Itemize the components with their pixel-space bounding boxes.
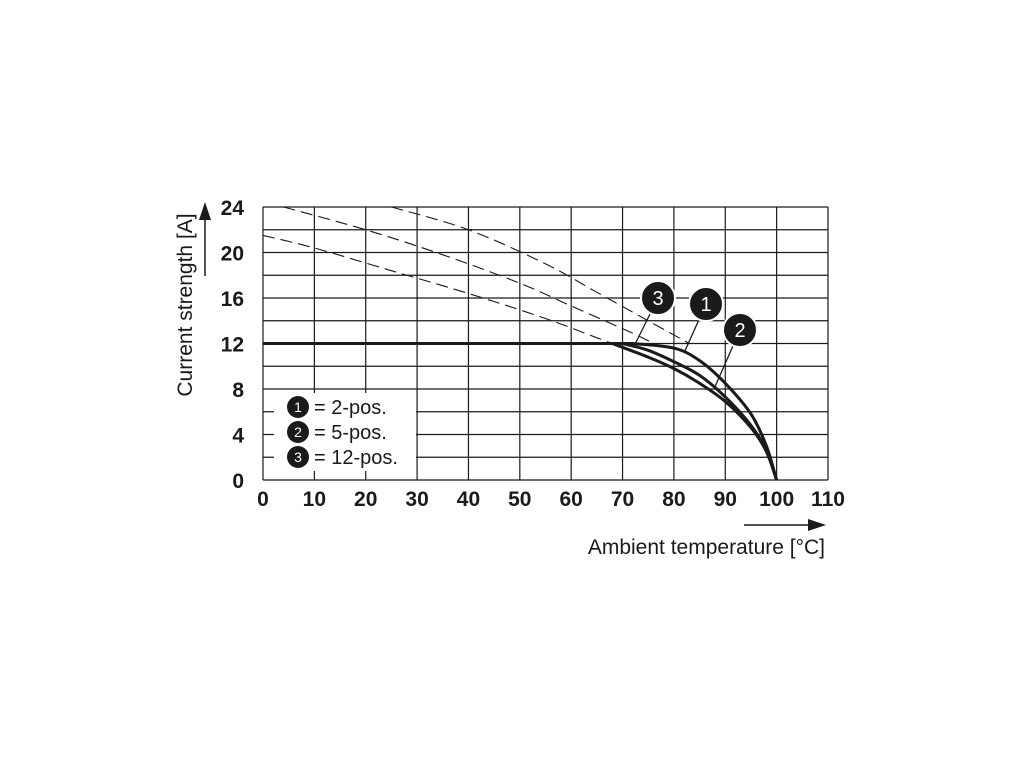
chart-grid	[262, 206, 829, 481]
x-tick-label: 50	[508, 488, 531, 511]
callout-label-2: 2	[734, 320, 745, 342]
y-axis-label: Current strength [A]	[174, 213, 197, 396]
legend-label-3: = 12-pos.	[314, 447, 398, 469]
derating-curve-1	[263, 342, 779, 481]
solid-curves	[263, 342, 779, 481]
x-tick-label: 0	[257, 488, 269, 511]
y-axis-arrow	[199, 202, 211, 276]
x-tick-label: 40	[457, 488, 480, 511]
y-tick-label: 12	[221, 334, 244, 357]
legend-marker-label-2: 2	[294, 424, 302, 440]
legend-item-2: 2 = 5-pos.	[287, 421, 387, 444]
x-tick-label: 10	[303, 488, 326, 511]
y-tick-label: 20	[221, 243, 244, 266]
x-tick-label: 80	[662, 488, 685, 511]
legend: 1 = 2-pos. 2 = 5-pos. 3 = 12-pos.	[274, 393, 416, 471]
y-tick-label: 0	[232, 470, 244, 493]
legend-label-2: = 5-pos.	[314, 422, 387, 444]
legend-item-3: 3 = 12-pos.	[287, 446, 398, 469]
y-tick-label: 4	[232, 425, 244, 448]
callout-label-3: 3	[652, 288, 663, 310]
dashed-curve-2	[283, 206, 654, 344]
legend-marker-3	[287, 446, 309, 468]
callout-badge-1	[688, 286, 724, 322]
legend-marker-1	[287, 396, 309, 418]
x-tick-label: 100	[759, 488, 794, 511]
legend-label-1: = 2-pos.	[314, 397, 387, 419]
curve-callouts: 3 1 2	[634, 280, 758, 387]
x-tick-label: 60	[560, 488, 583, 511]
dashed-curves	[262, 206, 690, 345]
y-tick-label: 16	[221, 288, 244, 311]
x-axis-ticks: 0 10 20 30 40 50 60 70 80 90 100 110	[257, 488, 845, 511]
x-tick-label: 110	[811, 488, 845, 511]
derating-curve-3	[263, 342, 779, 481]
x-tick-label: 70	[611, 488, 634, 511]
x-axis-label: Ambient temperature [°C]	[588, 536, 825, 559]
y-tick-label: 8	[232, 379, 244, 402]
x-tick-label: 20	[354, 488, 377, 511]
y-axis-ticks: 0 4 8 12 16 20 24	[221, 197, 245, 493]
legend-marker-2	[287, 421, 309, 443]
legend-marker-label-1: 1	[294, 399, 302, 415]
callout-badge-3	[640, 280, 676, 316]
x-axis-arrow	[744, 519, 826, 531]
legend-marker-label-3: 3	[294, 449, 302, 465]
y-tick-label: 24	[221, 197, 245, 220]
x-tick-label: 30	[405, 488, 428, 511]
dashed-curve-1	[391, 206, 690, 344]
callout-badge-2	[722, 312, 758, 348]
legend-item-1: 1 = 2-pos.	[287, 396, 387, 419]
callout-label-1: 1	[700, 294, 711, 316]
x-tick-label: 90	[714, 488, 737, 511]
dashed-curve-3	[262, 234, 613, 345]
